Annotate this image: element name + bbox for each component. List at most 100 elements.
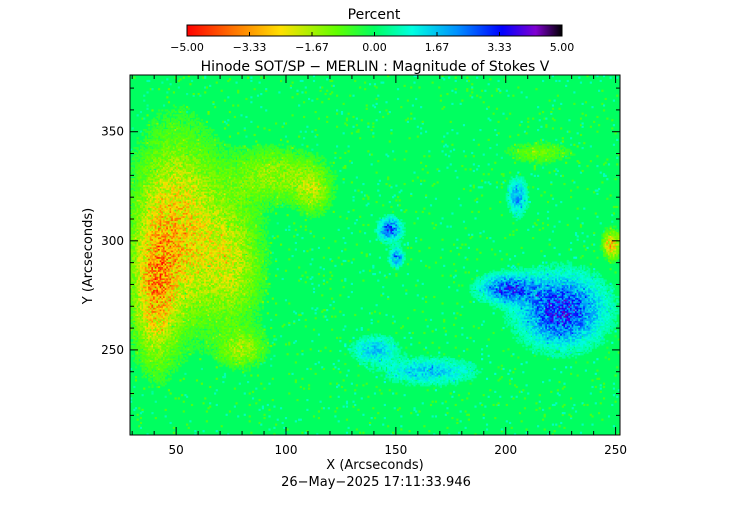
heatmap-cell — [136, 147, 139, 150]
heatmap-cell — [139, 328, 143, 331]
heatmap-cell — [134, 227, 138, 230]
heatmap-cell — [131, 245, 134, 248]
heatmap-cell — [139, 130, 143, 133]
heatmap-cell — [182, 400, 185, 403]
heatmap-cell — [138, 264, 141, 267]
heatmap-cell — [136, 322, 139, 325]
heatmap-cell — [133, 255, 136, 258]
heatmap-cell — [136, 245, 139, 248]
heatmap-cell — [134, 212, 138, 215]
heatmap-cell — [141, 300, 144, 303]
heatmap-cell — [133, 292, 136, 295]
heatmap-cell — [141, 237, 144, 240]
heatmap-cell — [133, 259, 136, 263]
heatmap-cell — [134, 291, 138, 294]
heatmap-cell — [141, 199, 144, 202]
heatmap-cell — [136, 279, 139, 282]
heatmap-cell — [130, 258, 133, 261]
heatmap-cell — [141, 304, 144, 307]
colorbar-tick-label: 0.00 — [362, 41, 387, 54]
heatmap-cell — [131, 305, 134, 308]
heatmap-cell — [139, 251, 143, 254]
heatmap-cell — [139, 140, 143, 143]
heatmap-cell — [133, 312, 136, 315]
heatmap-cell — [131, 256, 134, 259]
heatmap-cell — [138, 250, 141, 253]
heatmap-cell — [133, 147, 136, 150]
heatmap-cell — [133, 192, 136, 195]
heatmap-cell — [141, 410, 144, 413]
heatmap-cell — [139, 264, 143, 267]
heatmap-cell — [174, 111, 177, 114]
heatmap-cell — [146, 107, 149, 110]
heatmap-cell — [136, 302, 139, 305]
heatmap-cell — [141, 358, 144, 361]
heatmap-cell — [138, 302, 141, 305]
heatmap-cell — [136, 312, 139, 315]
heatmap-cell — [138, 253, 141, 256]
heatmap-cell — [130, 253, 133, 256]
heatmap-cell — [130, 248, 133, 251]
heatmap-cell — [133, 304, 136, 307]
heatmap-cell — [138, 407, 141, 410]
heatmap-cell — [133, 205, 136, 209]
heatmap-cell — [141, 369, 144, 372]
heatmap-cell — [136, 230, 139, 233]
heatmap-cell — [148, 124, 151, 127]
heatmap-cell — [131, 284, 134, 287]
heatmap-cell — [141, 202, 144, 205]
heatmap-cell — [136, 258, 139, 261]
heatmap-cell — [133, 385, 136, 389]
heatmap-cell — [134, 223, 138, 227]
heatmap-cell — [133, 271, 136, 274]
heatmap-cell — [133, 215, 136, 218]
heatmap-cell — [131, 219, 134, 222]
heatmap-cell — [136, 142, 139, 145]
heatmap-cell — [133, 251, 136, 254]
heatmap-cell — [134, 230, 138, 233]
heatmap-cell — [138, 197, 141, 200]
heatmap-cell — [130, 223, 133, 227]
heatmap-cell — [181, 394, 184, 397]
heatmap-cell — [141, 338, 144, 341]
heatmap-cell — [179, 78, 182, 81]
heatmap-cell — [138, 228, 141, 231]
heatmap-cell — [134, 305, 138, 308]
heatmap-cell — [133, 307, 136, 310]
heatmap-cell — [138, 348, 141, 351]
heatmap-cell — [133, 322, 136, 325]
heatmap-cell — [138, 286, 141, 289]
heatmap-cell — [133, 345, 136, 348]
heatmap-cell — [134, 199, 138, 202]
heatmap-cell — [143, 117, 146, 120]
heatmap-cell — [167, 101, 171, 104]
heatmap-cell — [133, 279, 136, 282]
heatmap-cell — [131, 199, 134, 202]
heatmap-cell — [164, 382, 167, 385]
heatmap-cell — [136, 197, 139, 200]
heatmap-cell — [133, 346, 136, 349]
heatmap-cell — [134, 258, 138, 261]
heatmap-cell — [133, 282, 136, 285]
heatmap-cell — [139, 248, 143, 251]
heatmap-cell — [134, 259, 138, 263]
heatmap-cell — [139, 173, 143, 176]
heatmap-cell — [134, 294, 138, 297]
heatmap-cell — [138, 315, 141, 318]
heatmap-cell — [141, 297, 144, 300]
heatmap-cell — [131, 183, 134, 186]
heatmap-cell — [134, 336, 138, 339]
heatmap-cell — [134, 268, 138, 271]
heatmap-cell — [130, 256, 133, 259]
heatmap-cell — [133, 330, 136, 333]
heatmap-cell — [139, 335, 143, 338]
heatmap-cell — [139, 259, 143, 263]
heatmap-cell — [131, 248, 134, 251]
heatmap-cell — [136, 331, 139, 335]
heatmap-cell — [136, 238, 139, 241]
heatmap-cell — [141, 322, 144, 325]
heatmap-cell — [130, 238, 133, 241]
heatmap-cell — [136, 268, 139, 271]
heatmap-cell — [136, 287, 139, 290]
heatmap-cell — [133, 258, 136, 261]
